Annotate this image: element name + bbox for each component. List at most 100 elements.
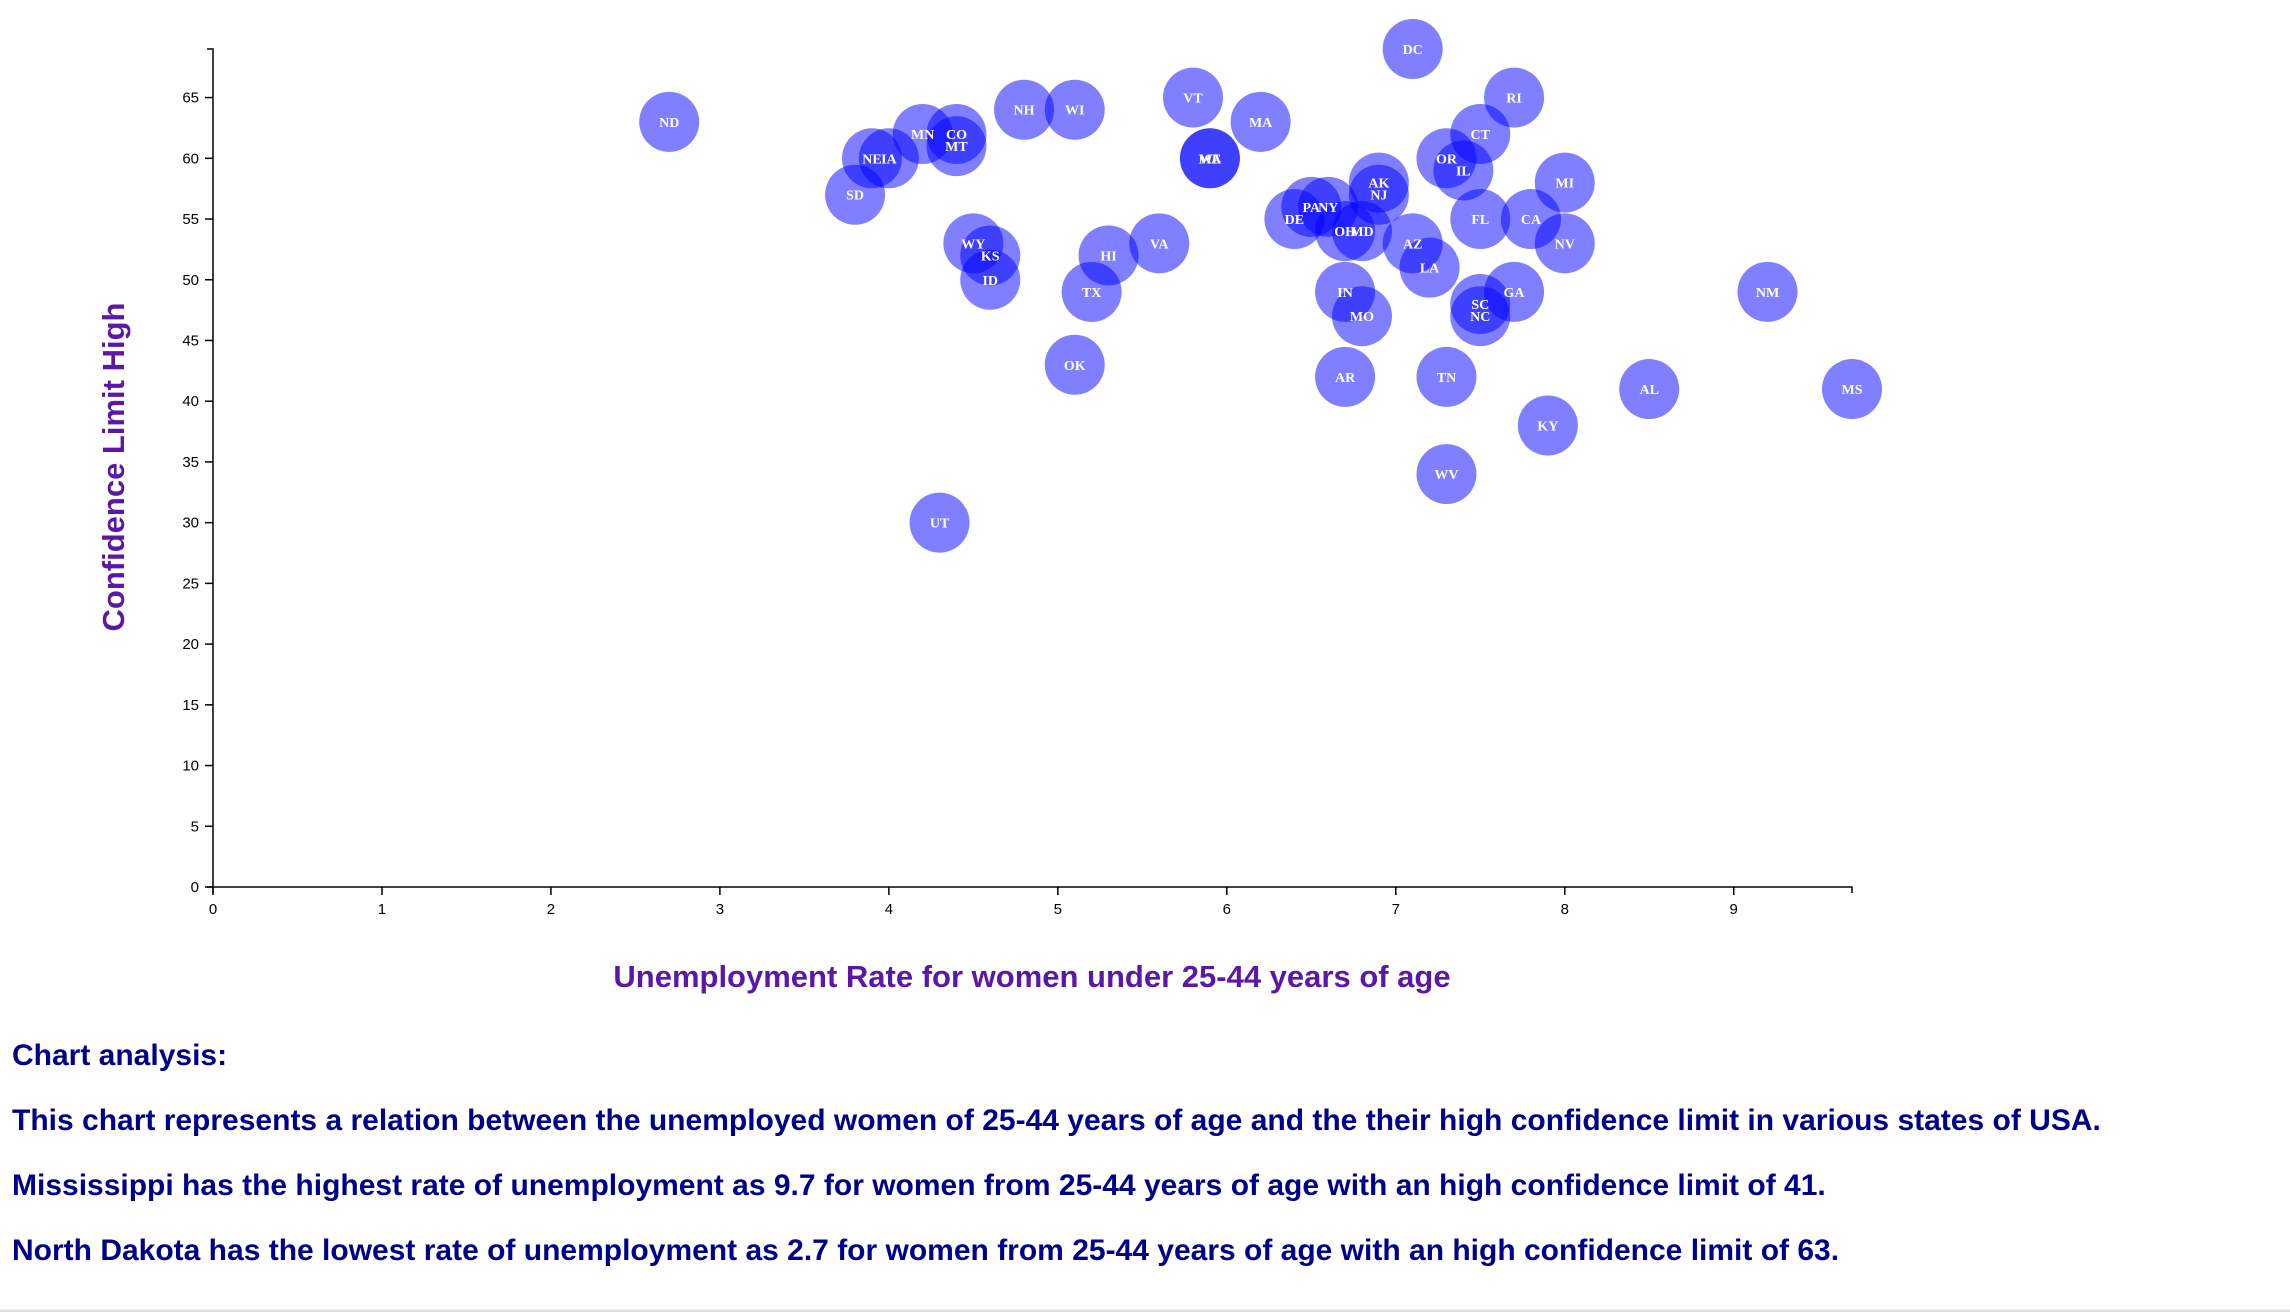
state-marker xyxy=(926,116,987,177)
state-label: AL xyxy=(1640,383,1659,398)
state-label: OH xyxy=(1334,225,1356,240)
x-tick-label: 1 xyxy=(378,901,386,918)
state-label: IN xyxy=(1337,286,1353,301)
state-label: FL xyxy=(1471,213,1489,228)
y-tick-label: 25 xyxy=(182,575,199,592)
y-tick-label: 0 xyxy=(191,879,199,896)
state-marker xyxy=(1534,152,1595,213)
y-axis-title: Confidence Limit High xyxy=(96,303,131,632)
y-tick-label: 15 xyxy=(182,697,199,714)
x-tick-label: 3 xyxy=(716,901,724,918)
state-marker xyxy=(1078,225,1139,286)
state-marker xyxy=(909,492,970,553)
state-label: RI xyxy=(1506,92,1522,107)
x-axis-line xyxy=(212,886,1853,893)
state-label: ID xyxy=(982,274,998,289)
state-marker xyxy=(1484,261,1545,322)
state-label: ME xyxy=(1199,152,1222,167)
state-label: SC xyxy=(1471,298,1489,313)
state-label: PA xyxy=(1302,201,1321,216)
state-marker xyxy=(1331,286,1392,347)
state-label: AZ xyxy=(1403,237,1422,252)
state-label: IL xyxy=(1456,164,1471,179)
y-axis-line xyxy=(207,48,214,888)
state-marker xyxy=(1163,67,1224,128)
state-label: VA xyxy=(1150,237,1169,252)
state-marker xyxy=(1230,91,1291,152)
state-marker xyxy=(1348,164,1409,225)
state-label: MS xyxy=(1842,383,1863,398)
analysis-line-1: This chart represents a relation between… xyxy=(12,1104,2101,1137)
state-label: WV xyxy=(1434,468,1458,483)
state-marker xyxy=(1315,346,1376,407)
state-label: MI xyxy=(1555,177,1574,192)
state-marker xyxy=(1416,444,1477,505)
state-label: HI xyxy=(1100,249,1116,264)
state-label: CT xyxy=(1471,128,1491,143)
state-label: NY xyxy=(1318,201,1338,216)
state-label: NJ xyxy=(1370,189,1387,204)
state-label: IA xyxy=(881,152,897,167)
state-label: NE xyxy=(862,152,881,167)
x-axis-title: Unemployment Rate for women under 25-44 … xyxy=(613,959,1450,994)
y-tick-label: 30 xyxy=(182,515,199,532)
state-label: ND xyxy=(659,116,679,131)
y-tick-label: 5 xyxy=(191,818,199,835)
state-label: MA xyxy=(1249,116,1273,131)
state-marker xyxy=(1044,334,1105,395)
state-label: AK xyxy=(1368,177,1389,192)
y-axis: 0 5 10 15 20 25 30 35 40 45 50 55 60 65 xyxy=(182,48,214,896)
analysis-heading: Chart analysis: xyxy=(12,1039,228,1072)
x-tick-label: 5 xyxy=(1054,901,1062,918)
state-label: VT xyxy=(1183,92,1203,107)
state-marker xyxy=(960,249,1021,310)
y-tick-label: 10 xyxy=(182,758,199,775)
state-label: KY xyxy=(1537,419,1558,434)
state-marker xyxy=(994,79,1055,140)
y-tick-label: 45 xyxy=(182,332,199,349)
state-label: KS xyxy=(981,249,1000,264)
state-label: UT xyxy=(930,517,950,532)
state-label: MD xyxy=(1350,225,1373,240)
y-tick-label: 65 xyxy=(182,90,199,107)
state-label: MO xyxy=(1350,310,1374,325)
y-tick-label: 35 xyxy=(182,454,199,471)
x-tick-label: 6 xyxy=(1223,901,1231,918)
state-marker xyxy=(1534,213,1595,274)
state-label: WI xyxy=(1065,104,1084,119)
state-label: NH xyxy=(1014,104,1035,119)
state-label: GA xyxy=(1504,286,1526,301)
x-axis: 0 1 2 3 4 5 6 7 8 9 xyxy=(209,886,1853,918)
state-label: TN xyxy=(1437,371,1456,386)
state-marker xyxy=(1484,67,1545,128)
chart-analysis: Chart analysis: This chart represents a … xyxy=(12,1038,2282,1298)
state-marker xyxy=(639,91,700,152)
state-marker xyxy=(1179,128,1240,189)
x-tick-label: 9 xyxy=(1730,901,1738,918)
state-label: LA xyxy=(1420,262,1440,277)
state-label: OR xyxy=(1436,152,1458,167)
state-label: NC xyxy=(1470,310,1490,325)
y-tick-label: 55 xyxy=(182,211,199,228)
state-marker xyxy=(1399,237,1460,298)
state-label: AR xyxy=(1335,371,1356,386)
state-marker xyxy=(1737,261,1798,322)
state-marker xyxy=(1822,359,1882,420)
state-marker xyxy=(1450,189,1511,250)
state-label: NV xyxy=(1555,237,1575,252)
y-tick-label: 50 xyxy=(182,272,199,289)
state-label: MT xyxy=(945,140,968,155)
state-label: DE xyxy=(1285,213,1304,228)
state-marker xyxy=(1382,19,1443,79)
state-label: WA xyxy=(1199,152,1222,167)
state-label: WY xyxy=(961,237,985,252)
state-label: CA xyxy=(1521,213,1542,228)
state-label: SD xyxy=(846,189,864,204)
x-tick-label: 0 xyxy=(209,901,217,918)
analysis-line-2: Mississippi has the highest rate of unem… xyxy=(12,1169,1826,1202)
page-bottom-edge xyxy=(0,1309,2290,1312)
state-marker xyxy=(1416,346,1477,407)
state-label: DC xyxy=(1403,43,1423,58)
x-tick-label: 4 xyxy=(885,901,893,918)
